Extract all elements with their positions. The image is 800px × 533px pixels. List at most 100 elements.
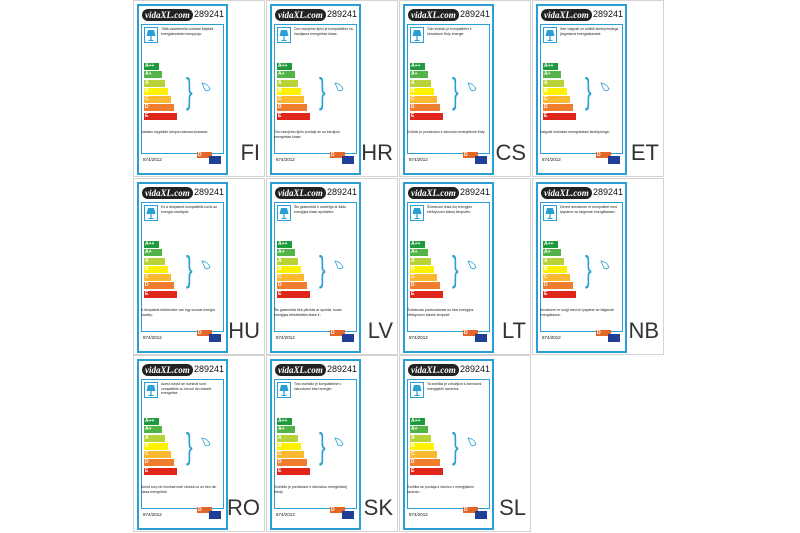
lamp-icon [543,205,557,221]
energy-label-cell: vidaXL.com 289241 Acest corpul de iluminat… [133,355,265,532]
regulation-number: 874/2012 [276,157,295,162]
energy-class-bar: D [410,459,440,467]
label-body: Šviestuvui tinka šių energijos efektyvum… [407,202,490,332]
label-header: vidaXL.com 289241 [274,7,359,23]
eu-flag-icon [209,511,221,519]
energy-class-scale: A++ A+ A B C D E [277,418,317,476]
energy-label-cell: vidaXL.com 289241 Ovo rasvjetno tijelo je … [266,0,398,177]
energy-class-bar: A+ [277,426,295,434]
language-code: HU [228,318,260,343]
label-header: vidaXL.com 289241 [274,185,359,201]
product-code: 289241 [592,187,623,197]
energy-label: vidaXL.com 289241 Šviestuvui tinka šių ene… [403,182,494,353]
compatibility-text: See valgusti on sobilik lambipirnidega j… [560,27,619,36]
lamp-icon [277,205,291,221]
energy-class-bar: C [543,274,570,282]
language-code: SK [363,495,393,520]
brand-logo: vidaXL.com [408,364,459,376]
supplied-bulb-text: Valgusti müüakse energiaklassi lambipirn… [540,130,610,134]
lamp-icon [410,205,424,221]
energy-label-cell: vidaXL.com 289241 Ez a lámpatest kompatibi… [133,178,265,355]
energy-class-bar: A [277,434,298,442]
energy-class-bar: A++ [277,241,292,248]
energy-class-bar: A++ [277,63,292,70]
energy-class-bar: A [277,257,298,265]
energy-class-bar: C [144,96,171,104]
energy-class-bar: A+ [277,249,295,257]
energy-class-bar: D [410,282,440,290]
language-code: HR [361,140,393,165]
compatibility-text: Toto svietidlo je kompatibilné s žiarovk… [294,382,342,391]
energy-class-scale: A++ A+ A B C D E [543,63,583,121]
eu-flag-icon [608,334,620,342]
label-header: vidaXL.com 289241 [274,362,359,378]
energy-class-bar: C [410,451,437,459]
eu-flag-icon [475,511,487,519]
energy-label: vidaXL.com 289241 Toto svietidlo je kompat… [270,359,361,530]
energy-class-bar: A++ [543,241,558,248]
eu-flag-icon [342,334,354,342]
energy-class-bar: A+ [410,249,428,257]
energy-class-scale: A++ A+ A B C D E [277,241,317,299]
energy-label-cell: vidaXL.com 289241 Toto svietidlo je kompat… [266,355,398,532]
product-code: 289241 [193,187,224,197]
energy-class-bar: A+ [410,426,428,434]
energy-class-scale: A++ A+ A B C D E [543,241,583,299]
energy-class-bar: C [277,451,304,459]
supplied-bulb-text: Valaisin myydään lampun kanssa luokasta: [141,130,208,134]
energy-label-cell: vidaXL.com 289241 Šviestuvui tinka šių ene… [399,178,531,355]
energy-class-bar: E [144,112,177,120]
product-code: 289241 [459,187,490,197]
energy-class-bar: C [410,96,437,104]
brand-logo: vidaXL.com [275,364,326,376]
language-code: NB [628,318,659,343]
energy-class-scale: A++ A+ A B C D E [144,241,184,299]
label-header: vidaXL.com 289241 [407,7,492,23]
brand-logo: vidaXL.com [275,187,326,199]
energy-class-bar: B [277,87,301,95]
brace-icon: } [452,70,459,111]
energy-class-bar: D [277,282,307,290]
label-body: Denne armaturen er kompatibel med lyspær… [540,202,623,332]
energy-class-bar: B [144,87,168,95]
regulation-number: 874/2012 [542,157,561,162]
supplied-class-badge: D [197,330,212,336]
brace-icon: } [319,70,326,111]
energy-label-cell: vidaXL.com 289241 Toto svítidlo je kompati… [399,0,531,177]
brand-logo: vidaXL.com [408,9,459,21]
energy-class-bar: A++ [144,63,159,70]
brace-icon: } [585,248,592,289]
brand-logo: vidaXL.com [142,9,193,21]
supplied-class-badge: D [330,507,345,513]
energy-class-bar: A+ [277,71,295,79]
regulation-number: 874/2012 [409,512,428,517]
brace-icon: } [585,70,592,111]
label-header: vidaXL.com 289241 [141,7,226,23]
energy-class-bar: A+ [144,71,162,79]
bulb-outline-icon [200,258,212,270]
energy-class-bar: D [144,459,174,467]
compatibility-text: Ovo rasvjetno tijelo je kompatibilno sa … [294,27,353,36]
compatibility-text: Šis gaismeklis ir saderīgs ar šādu enerģ… [294,205,347,214]
bulb-outline-icon [466,258,478,270]
label-header: vidaXL.com 289241 [141,362,226,378]
energy-class-bar: C [277,96,304,104]
energy-label: vidaXL.com 289241 Toto svítidlo je kompati… [403,4,494,175]
energy-class-bar: A [410,257,431,265]
energy-class-bar: A+ [543,249,561,257]
compatibility-text: Ez a lámpatest kompatibilis izzók az ene… [161,205,218,214]
energy-label: vidaXL.com 289241 Ta svetilka je združljiv… [403,359,494,530]
supplied-bulb-text: Svítidlo je prodáváno s žárovkou energet… [407,130,486,134]
energy-class-bar: D [144,282,174,290]
brace-icon: } [452,248,459,289]
energy-label-cell: vidaXL.com 289241 Tällä valaisimella voida… [133,0,265,177]
product-code: 289241 [459,9,490,19]
supplied-class-badge: D [197,507,212,513]
bulb-outline-icon [599,258,611,270]
compatibility-text: Toto svítidlo je kompatibilní s žárovkam… [427,27,472,36]
language-code: LT [501,318,526,343]
energy-class-bar: A++ [410,241,425,248]
brand-logo: vidaXL.com [541,187,592,199]
energy-class-bar: D [543,282,573,290]
energy-class-bar: C [410,274,437,282]
